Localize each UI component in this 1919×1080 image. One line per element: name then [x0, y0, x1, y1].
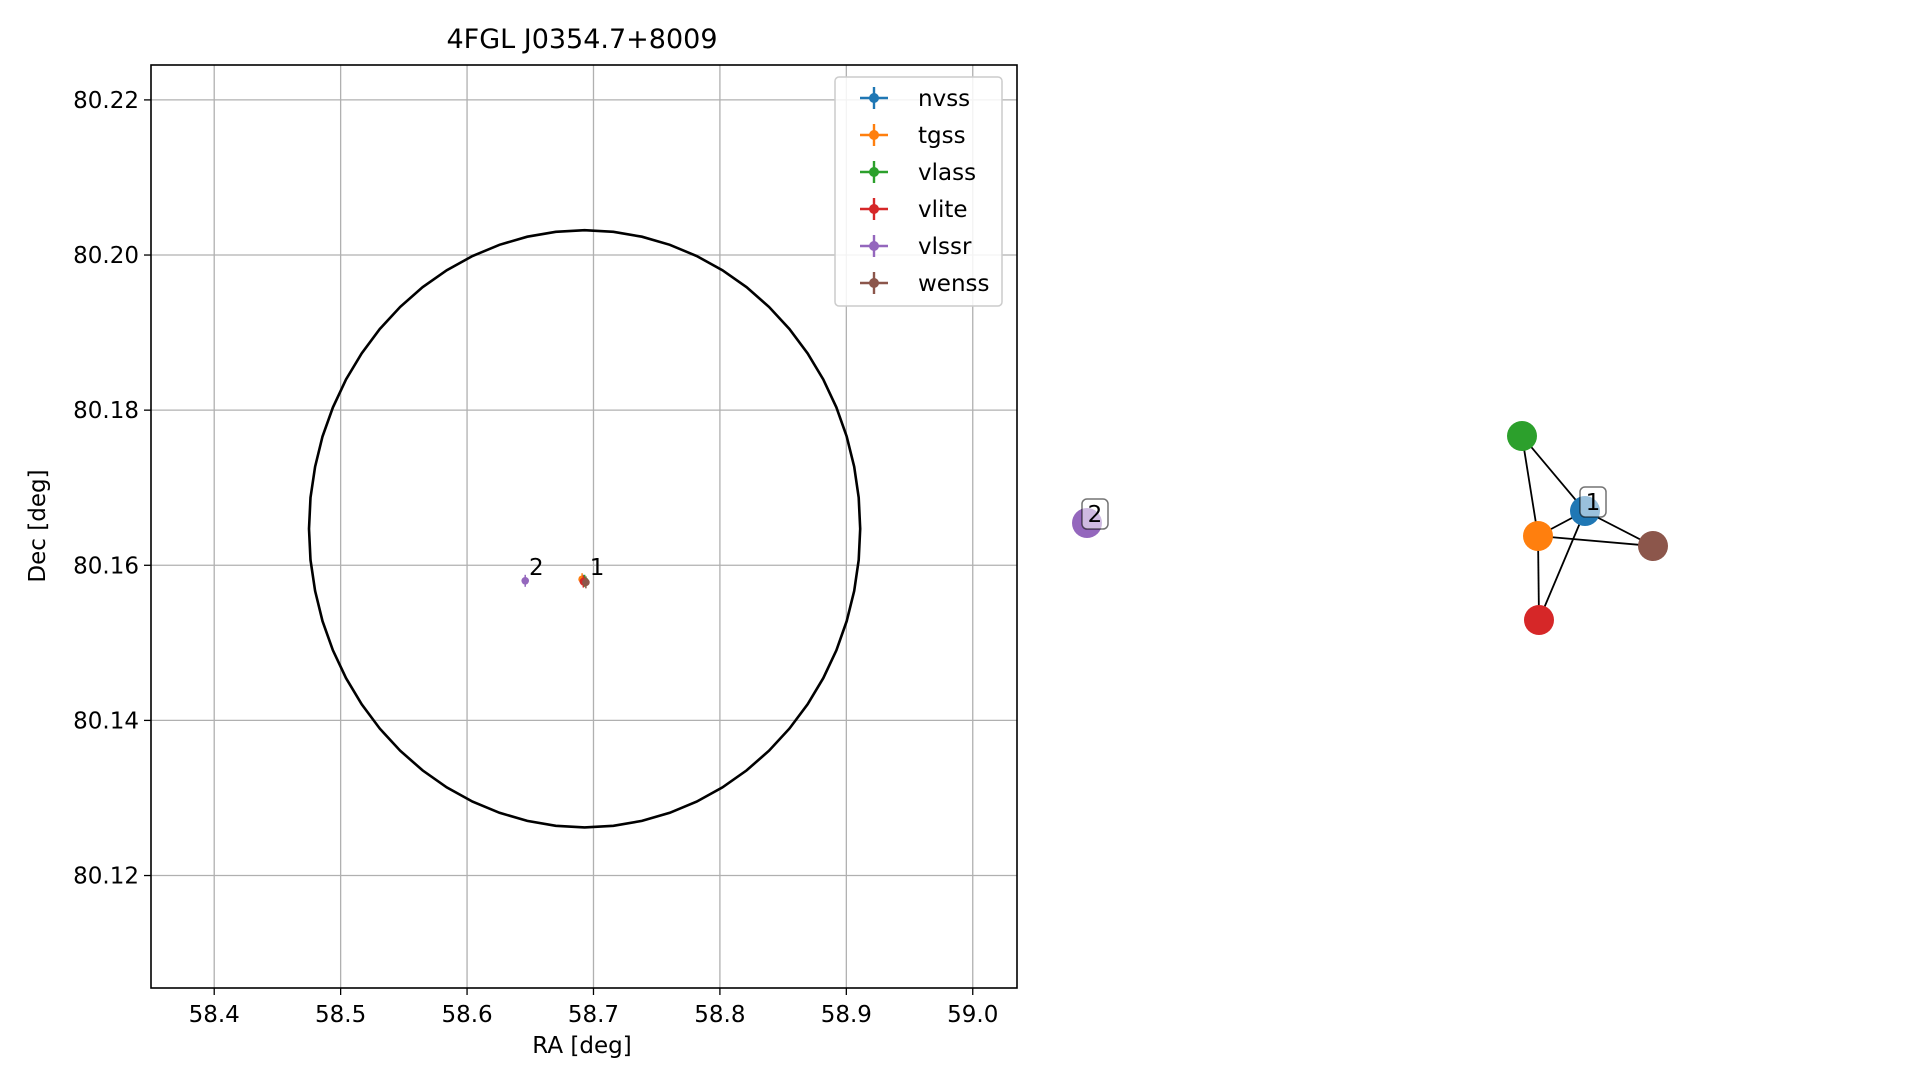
network-edge-vlass-nvss — [1521, 435, 1586, 512]
x-tick-label: 59.0 — [947, 1002, 998, 1028]
legend-marker-dot — [869, 93, 879, 103]
x-tick-label: 58.4 — [189, 1002, 240, 1028]
x-tick-label: 58.6 — [441, 1002, 492, 1028]
error-ellipse — [307, 228, 862, 829]
y-tick-label: 80.14 — [73, 708, 139, 734]
y-tick-label: 80.18 — [73, 398, 139, 424]
legend-entry-vlite: vlite — [860, 197, 968, 223]
grid-layer — [151, 65, 1017, 988]
network-node-tgss — [1523, 521, 1553, 551]
network-edge-nvss-vlite — [1538, 510, 1586, 621]
legend-entries: nvss tgss vlass vlite vlssr wenss — [860, 86, 990, 297]
x-tick-label: 58.7 — [568, 1002, 619, 1028]
axes-frame — [150, 64, 1018, 989]
network-label-text: 1 — [1586, 490, 1601, 516]
legend-label: vlass — [918, 160, 976, 186]
legend-marker-dot — [869, 130, 879, 140]
network-group-labels: 12 — [1081, 486, 1607, 530]
legend-entry-tgss: tgss — [860, 123, 966, 149]
legend-marker-dot — [869, 167, 879, 177]
legend-label: tgss — [918, 123, 966, 149]
legend-marker-dot — [869, 278, 879, 288]
legend-entry-vlssr: vlssr — [860, 234, 972, 260]
data-point-wenss — [582, 576, 590, 589]
network-edge-vlass-tgss — [1521, 435, 1539, 537]
y-tick-label: 80.22 — [73, 88, 139, 114]
y-tick-label: 80.16 — [73, 553, 139, 579]
network-edge-tgss-wenss — [1537, 535, 1654, 547]
data-point-vlssr — [521, 574, 530, 587]
legend-label: nvss — [918, 86, 970, 112]
y-tick-label: 80.12 — [73, 864, 139, 890]
x-tick-label: 58.9 — [821, 1002, 872, 1028]
x-tick-label: 58.8 — [694, 1002, 745, 1028]
legend-label: vlssr — [918, 234, 972, 260]
network-label-box — [1579, 486, 1607, 518]
association-network-panel: 12 — [1072, 421, 1668, 635]
legend-entry-nvss: nvss — [860, 86, 970, 112]
network-group-label-2: 2 — [1081, 498, 1109, 530]
point-annotations-layer: 12 — [529, 555, 604, 581]
network-label-box — [1081, 498, 1109, 530]
legend-entry-vlass: vlass — [860, 160, 976, 186]
point-annotation-label: 2 — [529, 555, 544, 581]
x-axis-label: RA [deg] — [532, 1033, 631, 1059]
legend-entry-wenss: wenss — [860, 271, 990, 297]
network-node-wenss — [1638, 531, 1668, 561]
network-label-text: 2 — [1088, 502, 1103, 528]
y-tick-label: 80.20 — [73, 243, 139, 269]
y-axis-label: Dec [deg] — [25, 469, 51, 582]
point-annotation-label: 1 — [590, 555, 605, 581]
plot-title: 4FGL J0354.7+8009 — [446, 24, 717, 55]
sky-map-panel: 12 58.4 58.5 58.6 58.7 58.8 58.9 59.080.1280.1… — [25, 24, 1018, 1059]
x-tick-label: 58.5 — [315, 1002, 366, 1028]
legend: nvss tgss vlass vlite vlssr wenss — [834, 76, 1003, 307]
legend-marker-dot — [869, 241, 879, 251]
data-points-layer — [521, 573, 590, 589]
legend-marker-dot — [869, 204, 879, 214]
ticks-layer: 58.4 58.5 58.6 58.7 58.8 58.9 59.0 80.12 80.14 80… — [73, 88, 998, 1028]
legend-label: wenss — [918, 271, 990, 297]
network-group-label-1: 1 — [1579, 486, 1607, 518]
network-node-vlass — [1507, 421, 1537, 451]
network-node-vlite — [1524, 605, 1554, 635]
legend-label: vlite — [918, 197, 968, 223]
